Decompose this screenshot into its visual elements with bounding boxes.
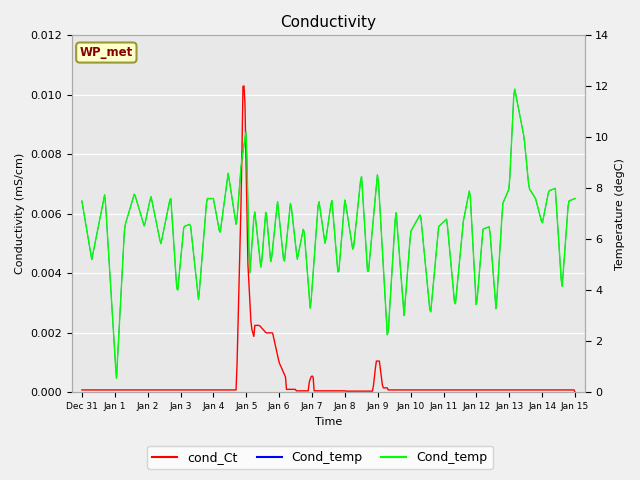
Title: Conductivity: Conductivity: [280, 15, 376, 30]
Legend: cond_Ct, Cond_temp, Cond_temp: cond_Ct, Cond_temp, Cond_temp: [147, 446, 493, 469]
Y-axis label: Temperature (degC): Temperature (degC): [615, 158, 625, 270]
X-axis label: Time: Time: [315, 417, 342, 427]
Y-axis label: Conductivity (mS/cm): Conductivity (mS/cm): [15, 153, 25, 275]
Text: WP_met: WP_met: [80, 46, 133, 59]
